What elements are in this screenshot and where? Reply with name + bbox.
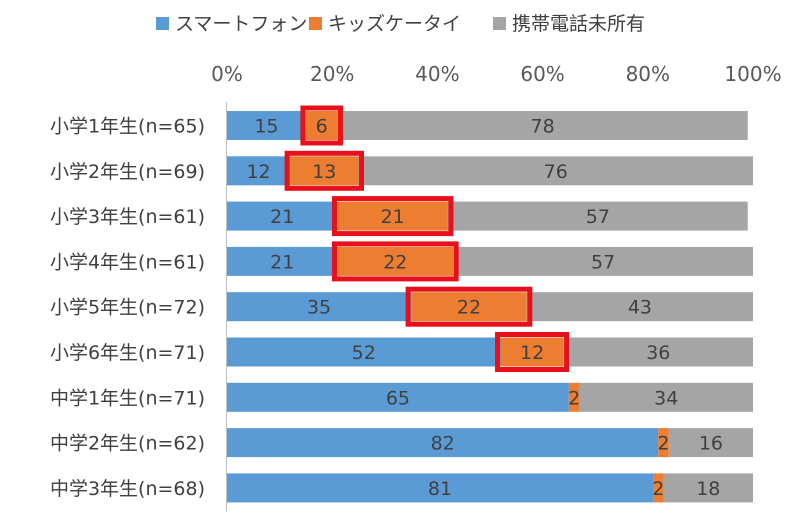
data-label-3-1: 22 [383, 251, 407, 273]
bar-0-2 [337, 111, 748, 140]
legend-swatch-1 [309, 17, 322, 30]
category-label-3: 小学4年生(n=61) [50, 251, 205, 273]
bar-5-2 [563, 337, 753, 367]
highlight-box-1 [284, 150, 364, 191]
bar-0-0 [227, 111, 306, 140]
data-label-6-1: 2 [568, 387, 580, 409]
data-label-8-1: 2 [652, 478, 664, 500]
category-label-8: 中学3年生(n=68) [50, 478, 205, 500]
bar-1-1 [290, 156, 359, 186]
bar-6-2 [579, 382, 753, 412]
data-label-8-2: 18 [696, 478, 720, 500]
highlights [284, 105, 570, 372]
highlight-box-5 [495, 332, 570, 372]
data-label-4-2: 43 [628, 297, 652, 319]
bar-5-1 [500, 337, 564, 367]
y-axis: 小学1年生(n=65) 小学2年生(n=69) 小学3年生(n=61) 小学4年生(n… [50, 102, 227, 512]
bar-2-0 [227, 201, 338, 231]
bar-4-1 [411, 292, 527, 322]
bar-7-2 [668, 428, 753, 458]
data-label-7-1: 2 [658, 433, 670, 455]
data-label-0-0: 15 [254, 116, 278, 138]
data-label-7-0: 82 [431, 433, 455, 455]
category-label-0: 小学1年生(n=65) [50, 116, 205, 138]
highlight-box-4 [405, 286, 533, 327]
legend-item-0: スマートフォン [156, 13, 307, 35]
bar-1-2 [358, 156, 753, 186]
legend-label-2: 携帯電話未所有 [512, 13, 645, 35]
data-label-2-0: 21 [270, 206, 294, 228]
bar-8-0 [227, 473, 654, 503]
bar-1-0 [227, 156, 291, 186]
x-tick-label-40pct: 40% [415, 62, 459, 86]
legend-swatch-2 [493, 17, 506, 30]
data-label-4-1: 22 [457, 297, 481, 319]
data-label-5-1: 12 [520, 342, 544, 364]
data-label-5-2: 36 [646, 342, 670, 364]
category-label-7: 中学2年生(n=62) [50, 433, 205, 455]
bar-6-1 [568, 382, 580, 412]
data-label-2-2: 57 [586, 206, 610, 228]
legend-item-2: 携帯電話未所有 [493, 13, 645, 35]
x-tick-label-80pct: 80% [626, 62, 670, 86]
data-label-5-0: 52 [352, 342, 376, 364]
category-label-1: 小学2年生(n=69) [50, 161, 205, 183]
data-label-1-0: 12 [246, 161, 270, 183]
bar-4-0 [227, 292, 412, 322]
bars [227, 111, 753, 503]
bar-7-0 [227, 428, 659, 458]
x-tick-label-60pct: 60% [520, 62, 564, 86]
legend-item-1: キッズケータイ [309, 13, 461, 35]
data-label-3-2: 57 [591, 251, 615, 273]
bar-8-1 [653, 473, 664, 503]
x-tick-label-100pct: 100% [724, 62, 781, 86]
legend-label-1: キッズケータイ [328, 13, 461, 35]
highlight-box-2 [331, 196, 454, 237]
bar-8-2 [663, 473, 753, 503]
legend-swatch-0 [156, 17, 169, 30]
bar-3-0 [227, 246, 338, 276]
bar-7-1 [658, 428, 669, 458]
data-label-7-2: 16 [699, 433, 723, 455]
bar-4-2 [526, 292, 753, 322]
highlight-box-0 [300, 105, 343, 146]
x-axis: 0% 20% 40% 60% 80% 100% [211, 62, 781, 86]
data-label-0-2: 78 [531, 116, 555, 138]
data-label-3-0: 21 [270, 251, 294, 273]
data-label-8-0: 81 [428, 478, 452, 500]
data-label-1-1: 13 [312, 161, 336, 183]
category-label-6: 中学1年生(n=71) [50, 387, 205, 409]
bar-0-1 [305, 111, 338, 140]
highlight-box-3 [331, 241, 459, 282]
category-label-4: 小学5年生(n=72) [50, 297, 205, 319]
category-label-2: 小学3年生(n=61) [50, 206, 205, 228]
data-label-1-2: 76 [544, 161, 568, 183]
legend-label-0: スマートフォン [175, 13, 307, 35]
category-label-5: 小学6年生(n=71) [50, 342, 205, 364]
data-label-2-1: 21 [381, 206, 405, 228]
bar-5-0 [227, 337, 501, 367]
data-label-4-0: 35 [307, 297, 331, 319]
bar-2-2 [447, 201, 748, 231]
legend: スマートフォン キッズケータイ 携帯電話未所有 [156, 13, 645, 35]
data-label-0-1: 6 [316, 116, 328, 138]
x-tick-label-20pct: 20% [310, 62, 354, 86]
bar-6-0 [227, 382, 569, 412]
data-label-6-0: 65 [386, 387, 410, 409]
bar-2-1 [337, 201, 448, 231]
x-tick-label-0pct: 0% [211, 62, 243, 86]
bar-3-2 [453, 246, 753, 276]
bar-3-1 [337, 246, 454, 276]
data-label-6-2: 34 [654, 387, 678, 409]
